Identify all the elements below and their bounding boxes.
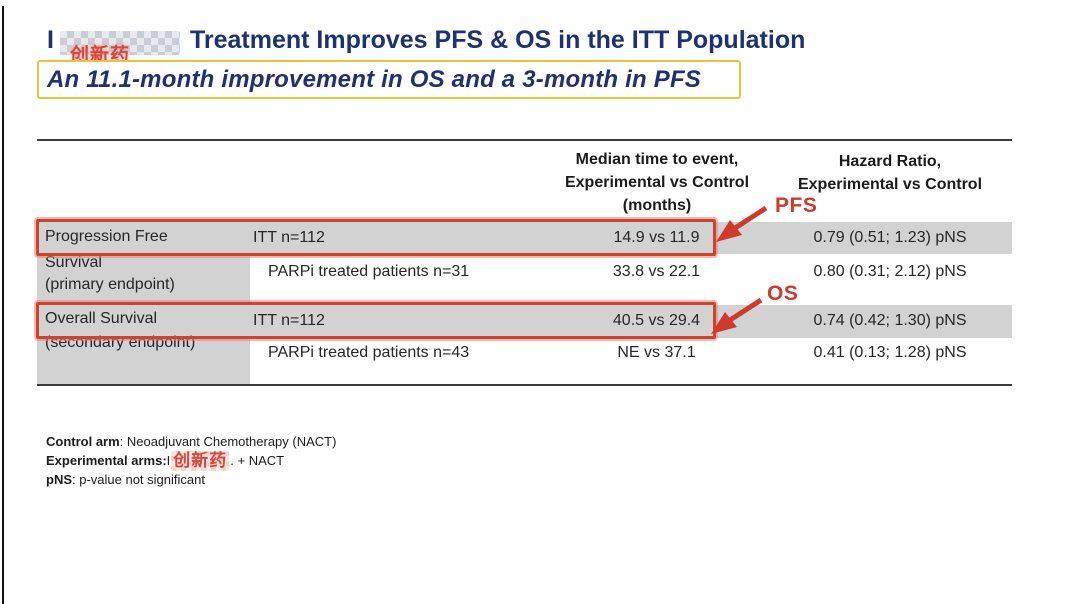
pfs-highlight-box — [36, 219, 716, 256]
row-label-pfs-line1: Progression Free — [45, 228, 168, 245]
table-row-shading-pfs-itt — [37, 222, 1012, 254]
table-row-cell-median: 40.5 vs 29.4 — [612, 312, 701, 329]
os-annotation-label: OS — [767, 282, 799, 305]
table-row-cell-hazard-ratio: 0.79 (0.51; 1.23) pNS — [813, 229, 967, 246]
column-header-hr-line1: Hazard Ratio, — [838, 153, 942, 170]
table-row-shading-os-itt — [37, 305, 1012, 338]
footnote-redacted-drug-name-mosaic: 创新药 — [171, 451, 230, 471]
footnote-experimental-prefix: I — [166, 453, 171, 468]
footnote-pns-text: : p-value not significant — [72, 472, 205, 487]
column-header-hazard-ratio: Hazard Ratio, Experimental vs Control — [740, 150, 1040, 196]
table-bottom-rule — [37, 384, 1012, 386]
table-row-cell-hazard-ratio: 0.80 (0.31; 2.12) pNS — [813, 263, 967, 280]
redacted-drug-name-mosaic — [60, 31, 180, 55]
column-header-median-line1: Median time to event, — [575, 151, 739, 168]
footnote-pns-label: pNS — [46, 472, 72, 487]
footnote-control-arm-label: Control arm — [46, 434, 120, 449]
column-header-median: Median time to event, Experimental vs Co… — [507, 148, 807, 217]
subtitle-highlight-box: An 11.1-month improvement in OS and a 3-… — [37, 60, 741, 99]
page-title: Treatment Improves PFS & OS in the ITT P… — [190, 26, 806, 54]
footnote-experimental-label: Experimental arms: — [46, 453, 167, 468]
footnote-pns: pNS: p-value not significant — [46, 471, 205, 489]
subtitle-text: An 11.1-month improvement in OS and a 3-… — [47, 65, 702, 93]
footnote-redaction-stamp-text: 创新药 — [173, 451, 228, 470]
table-row-cell-subgroup: ITT n=112 — [253, 312, 325, 329]
pfs-annotation-label: PFS — [775, 194, 818, 217]
pfs-arrow-icon — [716, 205, 768, 242]
title-prefix: I — [47, 26, 54, 54]
row-label-os-line1: Overall Survival — [45, 310, 158, 327]
table-row-cell-median: NE vs 37.1 — [617, 344, 696, 361]
footnote-control-arm: Control arm: Neoadjuvant Chemotherapy (N… — [46, 433, 336, 451]
table-row-cell-median: 33.8 vs 22.1 — [612, 263, 701, 280]
table-row-cell-hazard-ratio: 0.41 (0.13; 1.28) pNS — [813, 344, 967, 361]
table-row-cell-subgroup: ITT n=112 — [253, 229, 325, 246]
table-row-cell-subgroup: PARPi treated patients n=31 — [268, 263, 470, 280]
row-label-pfs-line3: (primary endpoint) — [45, 276, 175, 293]
table-row-cell-median: 14.9 vs 11.9 — [613, 229, 700, 246]
screenshot-left-edge-line — [2, 6, 4, 604]
footnote-experimental-arms: Experimental arms: I 创新药. + NACT — [46, 451, 284, 471]
footnote-experimental-suffix: . + NACT — [230, 453, 285, 468]
table-row-cell-hazard-ratio: 0.74 (0.42; 1.30) pNS — [813, 312, 967, 329]
footnote-control-arm-text: : Neoadjuvant Chemotherapy (NACT) — [119, 434, 337, 449]
column-header-hr-line2: Experimental vs Control — [797, 176, 983, 193]
column-header-median-line3: (months) — [622, 197, 692, 214]
row-label-pfs-line2: Survival — [45, 254, 102, 271]
table-row-cell-subgroup: PARPi treated patients n=43 — [268, 344, 470, 361]
column-header-median-line2: Experimental vs Control — [564, 174, 750, 191]
table-top-rule — [37, 139, 1012, 141]
os-arrow-icon — [711, 297, 763, 334]
os-highlight-box — [36, 302, 716, 339]
